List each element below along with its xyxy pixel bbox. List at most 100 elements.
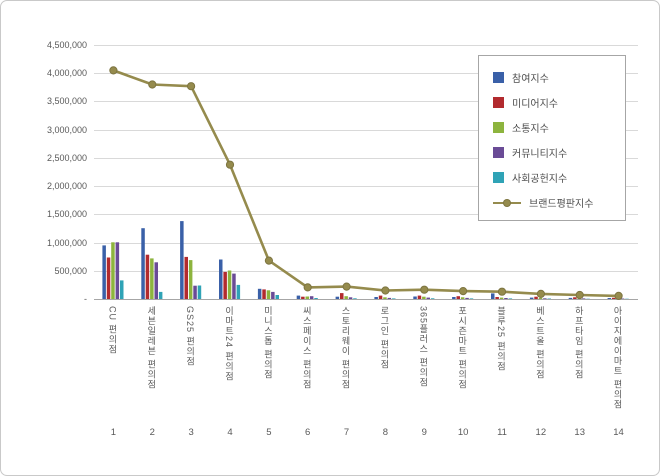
- legend-swatch: [493, 172, 504, 183]
- line-marker: [109, 66, 118, 75]
- legend-item: 사회공헌지수: [493, 165, 621, 190]
- legend-label: 브랜드평판지수: [529, 199, 594, 210]
- legend-label: 커뮤니티지수: [512, 149, 568, 160]
- bar-소통지수: [266, 290, 271, 299]
- line-marker: [187, 82, 196, 91]
- bar-사회공헌지수: [547, 298, 551, 299]
- bar-참여지수: [296, 295, 301, 299]
- bar-커뮤니티지수: [543, 298, 547, 299]
- bar-미디어지수: [301, 296, 305, 299]
- bar-미디어지수: [145, 254, 150, 299]
- bar-소통지수: [422, 296, 426, 299]
- bar-커뮤니티지수: [154, 262, 158, 299]
- bar-소통지수: [460, 297, 465, 299]
- bar-참여지수: [568, 297, 573, 299]
- bar-참여지수: [491, 293, 495, 299]
- legend-swatch: [493, 97, 504, 108]
- line-marker: [497, 287, 507, 296]
- legend-line-marker-icon: [493, 198, 521, 208]
- bar-참여지수: [335, 296, 340, 299]
- y-axis: 4,500,000 4,000,000 3,500,000 3,000,000 2,50…: [1, 1, 87, 321]
- line-marker: [225, 160, 235, 169]
- line-marker: [459, 287, 468, 296]
- legend-item: 소통지수: [493, 115, 621, 140]
- bar-미디어지수: [534, 296, 538, 299]
- bar-미디어지수: [223, 271, 227, 299]
- bar-참여지수: [374, 297, 378, 299]
- legend-item: 브랜드평판지수: [493, 190, 621, 215]
- legend-item: 미디어지수: [493, 90, 621, 115]
- bar-소통지수: [111, 242, 115, 299]
- y-axis-label: -: [84, 294, 87, 304]
- bar-사회공헌지수: [236, 284, 241, 299]
- bar-사회공헌지수: [314, 298, 318, 299]
- bar-커뮤니티지수: [348, 297, 353, 299]
- bar-사회공헌지수: [469, 298, 474, 299]
- bar-소통지수: [538, 297, 543, 299]
- bar-사회공헌지수: [158, 291, 163, 299]
- legend-item: 커뮤니티지수: [493, 140, 621, 165]
- legend-swatch: [493, 147, 504, 158]
- bar-사회공헌지수: [392, 298, 396, 299]
- bar-사회공헌지수: [508, 298, 513, 299]
- bar-참여지수: [219, 259, 223, 299]
- line-marker: [536, 289, 546, 298]
- brand-reputation-line: [112, 69, 619, 298]
- legend-label: 참여지수: [512, 74, 549, 85]
- line-marker: [148, 80, 157, 89]
- line-marker: [342, 282, 351, 291]
- bar-커뮤니티지수: [115, 242, 120, 299]
- legend-item: 참여지수: [493, 65, 621, 90]
- legend-swatch: [493, 122, 504, 133]
- y-axis-label: 3,000,000: [46, 124, 87, 135]
- bar-미디어지수: [184, 256, 188, 299]
- line-marker: [420, 285, 429, 294]
- bar-커뮤니티지수: [309, 296, 314, 299]
- y-axis-label: 2,500,000: [46, 152, 87, 163]
- legend-label: 미디어지수: [512, 99, 558, 110]
- bar-미디어지수: [106, 257, 111, 299]
- bar-커뮤니티지수: [271, 291, 275, 299]
- bar-사회공헌지수: [430, 298, 435, 299]
- bar-참여지수: [257, 288, 262, 299]
- bar-소통지수: [227, 270, 232, 299]
- y-axis-label: 4,000,000: [46, 68, 87, 79]
- bar-미디어지수: [262, 289, 266, 299]
- bar-미디어지수: [495, 297, 499, 299]
- bar-커뮤니티지수: [620, 298, 625, 299]
- bar-커뮤니티지수: [581, 298, 586, 299]
- legend-swatch: [493, 72, 504, 83]
- bar-소통지수: [305, 296, 309, 299]
- y-axis-label: 2,000,000: [46, 181, 87, 192]
- bar-참여지수: [413, 296, 417, 299]
- bar-미디어지수: [612, 297, 616, 299]
- bar-참여지수: [180, 221, 184, 299]
- bar-미디어지수: [340, 293, 344, 299]
- y-axis-label: 4,500,000: [46, 40, 87, 50]
- bar-커뮤니티지수: [387, 297, 392, 299]
- bar-커뮤니티지수: [193, 285, 197, 299]
- bar-커뮤니티지수: [232, 273, 236, 299]
- legend-label: 소통지수: [512, 124, 549, 135]
- bar-미디어지수: [456, 296, 460, 299]
- bar-사회공헌지수: [353, 298, 357, 299]
- bar-참여지수: [529, 297, 534, 299]
- bar-커뮤니티지수: [426, 297, 430, 299]
- y-axis-label: 3,500,000: [46, 96, 87, 107]
- line-marker: [614, 291, 623, 300]
- bar-소통지수: [188, 260, 193, 299]
- y-axis-label: 1,000,000: [46, 237, 87, 248]
- bar-소통지수: [499, 297, 504, 299]
- bar-참여지수: [141, 228, 145, 299]
- y-axis-label: 1,500,000: [46, 209, 87, 220]
- bar-참여지수: [102, 245, 106, 299]
- y-axis-label: 500,000: [54, 265, 87, 276]
- bar-참여지수: [452, 297, 456, 299]
- bar-커뮤니티지수: [465, 297, 469, 299]
- bar-참여지수: [607, 298, 612, 299]
- bar-소통지수: [150, 258, 154, 299]
- line-marker: [575, 290, 584, 300]
